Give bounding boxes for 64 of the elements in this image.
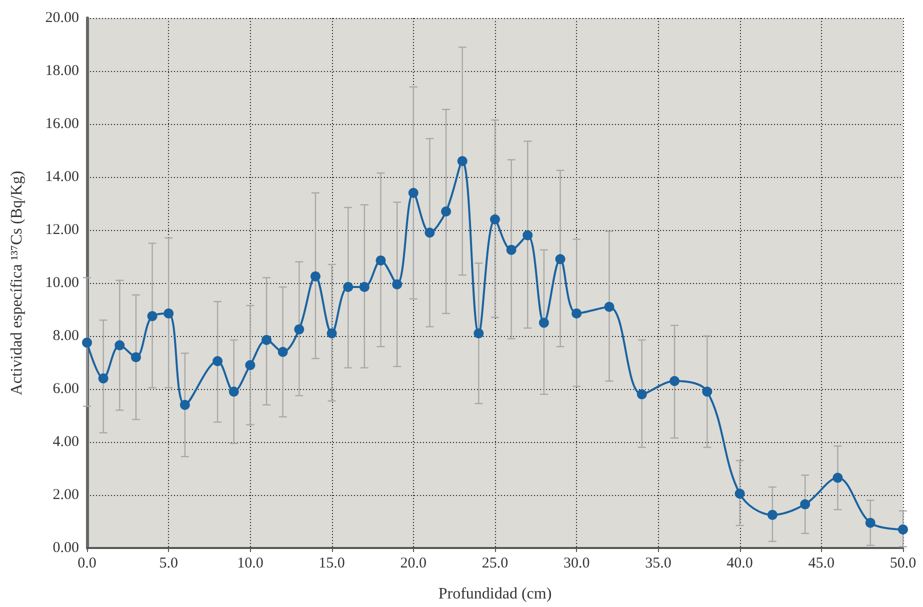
x-tick-label: 30.0 (563, 556, 590, 572)
point (800, 499, 810, 510)
point (832, 472, 843, 483)
point (522, 230, 533, 240)
point (441, 206, 452, 216)
point (245, 360, 256, 370)
y-axis-title: Actividad específica ¹³⁷Cs (Bq/Kg) (8, 170, 26, 396)
point (82, 338, 92, 348)
y-tick-label: 16.00 (45, 116, 79, 132)
x-tick-label: 40.0 (726, 556, 753, 572)
x-tick-label: 25.0 (482, 556, 508, 572)
point (326, 328, 337, 338)
y-tick-label: 14.00 (45, 169, 79, 185)
x-tick-label: 5.0 (159, 556, 178, 572)
point (734, 488, 745, 499)
point (228, 386, 239, 397)
point (164, 308, 174, 318)
point (865, 518, 876, 528)
x-tick-label: 15.0 (318, 556, 345, 572)
point (294, 324, 304, 334)
y-tick-label: 2.00 (52, 487, 79, 503)
x-axis-title: Profundidad (cm) (438, 586, 552, 602)
x-tick-label: 45.0 (808, 556, 835, 572)
point (604, 302, 614, 312)
point (359, 282, 370, 292)
point (262, 334, 272, 345)
point (702, 386, 712, 397)
point (392, 279, 402, 290)
point (555, 254, 566, 264)
point (636, 389, 647, 400)
point (343, 282, 354, 292)
point (180, 400, 190, 410)
point (538, 318, 549, 328)
point (130, 352, 141, 362)
y-tick-label: 4.00 (52, 434, 79, 450)
point (98, 373, 108, 384)
point (457, 156, 468, 166)
point (147, 311, 158, 322)
x-tick-label: 20.0 (400, 556, 427, 572)
y-tick-label: 6.00 (52, 381, 79, 397)
y-tick-label: 12.00 (45, 222, 79, 238)
point (114, 340, 125, 350)
point (212, 356, 223, 366)
point (474, 328, 484, 338)
point (278, 346, 288, 357)
point (572, 308, 582, 318)
point (376, 255, 386, 266)
point (506, 244, 516, 255)
y-tick-label: 0.00 (52, 540, 79, 556)
point (408, 188, 418, 198)
y-tick-label: 18.00 (45, 63, 79, 79)
x-tick-label: 10.0 (237, 556, 264, 572)
point (767, 510, 778, 520)
x-tick-label: 35.0 (645, 556, 672, 572)
x-tick-label: 50.0 (890, 556, 916, 572)
point (898, 524, 908, 534)
y-tick-label: 8.00 (52, 328, 79, 344)
point (670, 376, 680, 386)
y-tick-label: 10.00 (45, 275, 79, 291)
point (490, 214, 500, 224)
point (424, 228, 435, 238)
point (310, 271, 320, 282)
x-tick-label: 0.0 (78, 556, 96, 572)
y-tick-label: 20.00 (45, 10, 79, 26)
